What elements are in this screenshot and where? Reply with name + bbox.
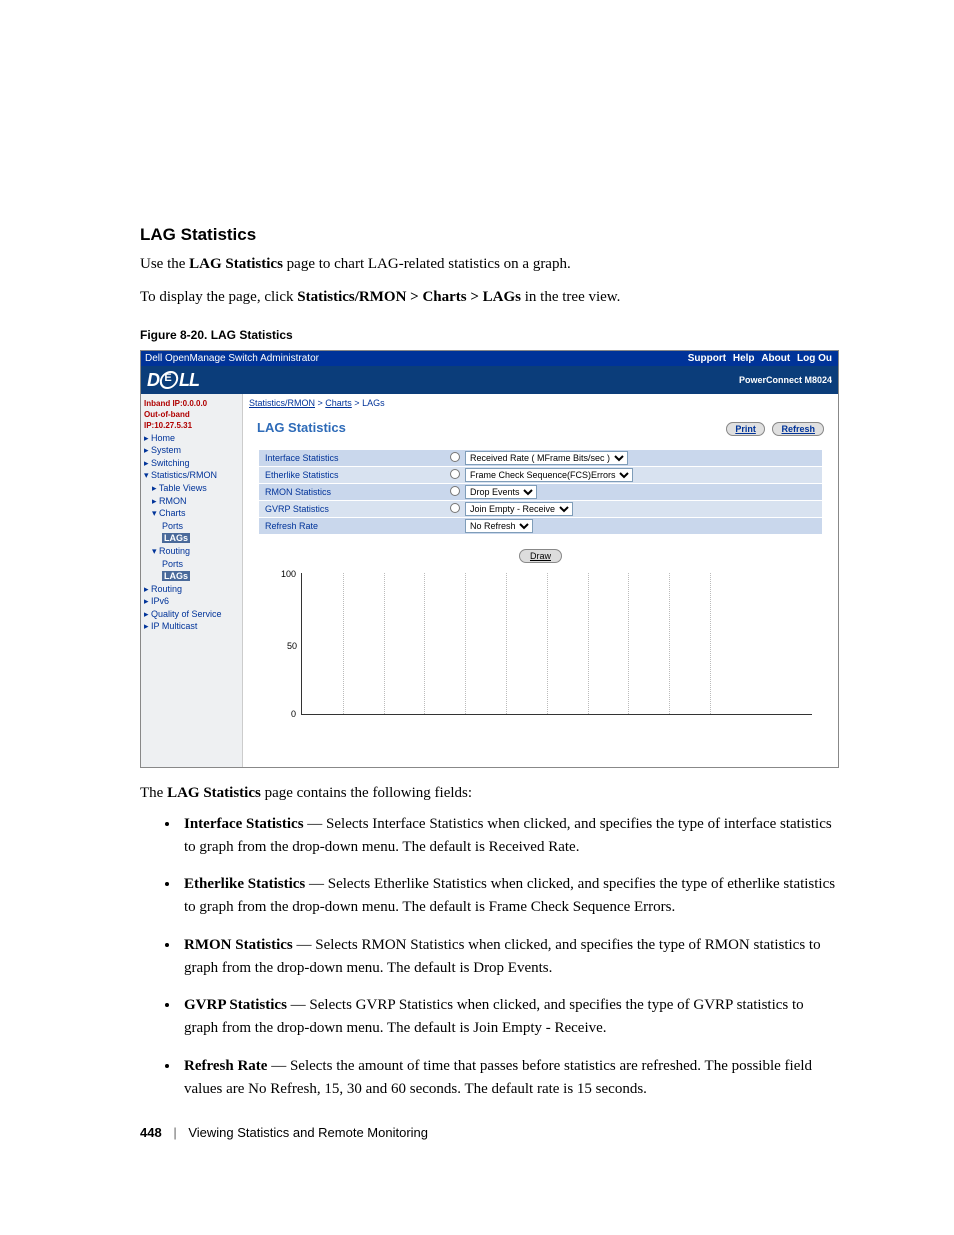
field-list: Interface Statistics — Selects Interface… xyxy=(140,813,839,1102)
tree-charts[interactable]: ▾ Charts xyxy=(144,507,239,520)
bc-stats[interactable]: Statistics/RMON xyxy=(249,398,315,408)
row-etherlike-stats: Etherlike Statistics Frame Check Sequenc… xyxy=(259,467,822,483)
product-name: PowerConnect M8024 xyxy=(739,375,832,385)
tree-qos[interactable]: ▸ Quality of Service xyxy=(144,608,239,621)
print-button[interactable]: Print xyxy=(726,422,765,436)
window-title: Dell OpenManage Switch Administrator xyxy=(145,353,319,364)
radio-interface[interactable] xyxy=(450,452,460,462)
page-number: 448 xyxy=(140,1125,162,1140)
chart-plot xyxy=(301,573,812,715)
nav-tree[interactable]: Inband IP:0.0.0.0 Out-of-band IP:10.27.5… xyxy=(141,394,243,768)
tree-ports-2[interactable]: Ports xyxy=(144,558,239,571)
header-links: Support Help About Log Ou xyxy=(686,353,834,364)
dell-logo: DLL xyxy=(147,370,199,391)
term: LAG Statistics xyxy=(189,256,283,272)
row-interface-stats: Interface Statistics Received Rate ( MFr… xyxy=(259,450,822,466)
tree-switching[interactable]: ▸ Switching xyxy=(144,457,239,470)
bc-current: LAGs xyxy=(362,398,385,408)
help-link[interactable]: Help xyxy=(733,353,755,364)
text: in the tree view. xyxy=(521,289,620,305)
tree-ipv6[interactable]: ▸ IPv6 xyxy=(144,595,239,608)
intro-para-2: To display the page, click Statistics/RM… xyxy=(140,286,839,309)
select-rmon[interactable]: Drop Events xyxy=(465,485,537,499)
field-term: Etherlike Statistics xyxy=(184,876,305,892)
field-term: RMON Statistics xyxy=(184,937,293,953)
tree-routing-sub[interactable]: ▾ Routing xyxy=(144,545,239,558)
section-heading: LAG Statistics xyxy=(140,225,839,245)
label: RMON Statistics xyxy=(259,487,445,497)
chart-area: 100 50 0 xyxy=(269,569,812,719)
label: Refresh Rate xyxy=(259,521,445,531)
about-link[interactable]: About xyxy=(761,353,790,364)
field-term: GVRP Statistics xyxy=(184,997,287,1013)
chapter-title: Viewing Statistics and Remote Monitoring xyxy=(188,1125,428,1140)
text: The xyxy=(140,785,167,801)
row-rmon-stats: RMON Statistics Drop Events xyxy=(259,484,822,500)
field-term: Interface Statistics xyxy=(184,816,304,832)
list-item: RMON Statistics — Selects RMON Statistic… xyxy=(180,934,839,981)
ytick-50: 50 xyxy=(287,641,297,651)
stats-form: Interface Statistics Received Rate ( MFr… xyxy=(249,445,832,539)
row-gvrp-stats: GVRP Statistics Join Empty - Receive xyxy=(259,501,822,517)
tree-stats-rmon[interactable]: ▾ Statistics/RMON xyxy=(144,469,239,482)
breadcrumb: Statistics/RMON > Charts > LAGs xyxy=(249,398,832,408)
radio-etherlike[interactable] xyxy=(450,469,460,479)
main-panel: Statistics/RMON > Charts > LAGs LAG Stat… xyxy=(243,394,838,768)
fields-intro: The LAG Statistics page contains the fol… xyxy=(140,782,839,805)
tree-rmon[interactable]: ▸ RMON xyxy=(144,495,239,508)
intro-para-1: Use the LAG Statistics page to chart LAG… xyxy=(140,253,839,276)
list-item: Interface Statistics — Selects Interface… xyxy=(180,813,839,860)
row-refresh-rate: Refresh Rate No Refresh xyxy=(259,518,822,534)
field-term: Refresh Rate xyxy=(184,1058,267,1074)
text: To display the page, click xyxy=(140,289,297,305)
label: Etherlike Statistics xyxy=(259,470,445,480)
list-item: GVRP Statistics — Selects GVRP Statistic… xyxy=(180,994,839,1041)
draw-button[interactable]: Draw xyxy=(519,549,562,563)
select-gvrp[interactable]: Join Empty - Receive xyxy=(465,502,573,516)
ytick-0: 0 xyxy=(291,709,296,719)
logout-link[interactable]: Log Ou xyxy=(797,353,832,364)
support-link[interactable]: Support xyxy=(688,353,726,364)
select-refresh-rate[interactable]: No Refresh xyxy=(465,519,533,533)
text: page contains the following fields: xyxy=(261,785,472,801)
figure-caption: Figure 8-20. LAG Statistics xyxy=(140,328,839,342)
tree-table-views[interactable]: ▸ Table Views xyxy=(144,482,239,495)
radio-rmon[interactable] xyxy=(450,486,460,496)
inband-ip: Inband IP:0.0.0.0 xyxy=(144,398,239,409)
tree-ip-multicast[interactable]: ▸ IP Multicast xyxy=(144,620,239,633)
select-interface[interactable]: Received Rate ( MFrame Bits/sec ) xyxy=(465,451,628,465)
list-item: Refresh Rate — Selects the amount of tim… xyxy=(180,1055,839,1102)
field-desc: — Selects the amount of time that passes… xyxy=(184,1058,812,1097)
tree-lags-selected[interactable]: LAGs xyxy=(144,532,239,545)
label: Interface Statistics xyxy=(259,453,445,463)
text: Use the xyxy=(140,256,189,272)
tree-lags-2[interactable]: LAGs xyxy=(144,570,239,583)
bc-charts[interactable]: Charts xyxy=(325,398,352,408)
oob-ip: Out-of-band IP:10.27.5.31 xyxy=(144,409,239,431)
path: Statistics/RMON > Charts > LAGs xyxy=(297,289,521,305)
radio-gvrp[interactable] xyxy=(450,503,460,513)
tree-home[interactable]: ▸ Home xyxy=(144,432,239,445)
tree-ports[interactable]: Ports xyxy=(144,520,239,533)
label: GVRP Statistics xyxy=(259,504,445,514)
text: page to chart LAG-related statistics on … xyxy=(283,256,571,272)
select-etherlike[interactable]: Frame Check Sequence(FCS)Errors xyxy=(465,468,633,482)
list-item: Etherlike Statistics — Selects Etherlike… xyxy=(180,873,839,920)
term: LAG Statistics xyxy=(167,785,261,801)
banner: DLL PowerConnect M8024 xyxy=(141,366,838,394)
tree-routing[interactable]: ▸ Routing xyxy=(144,583,239,596)
window-titlebar: Dell OpenManage Switch Administrator Sup… xyxy=(141,351,838,366)
panel-title: LAG Statistics xyxy=(257,420,346,435)
screenshot: Dell OpenManage Switch Administrator Sup… xyxy=(140,350,839,768)
tree-system[interactable]: ▸ System xyxy=(144,444,239,457)
ytick-100: 100 xyxy=(281,569,296,579)
refresh-button[interactable]: Refresh xyxy=(772,422,824,436)
page-footer: 448 | Viewing Statistics and Remote Moni… xyxy=(140,1125,428,1140)
footer-sep: | xyxy=(173,1125,176,1140)
